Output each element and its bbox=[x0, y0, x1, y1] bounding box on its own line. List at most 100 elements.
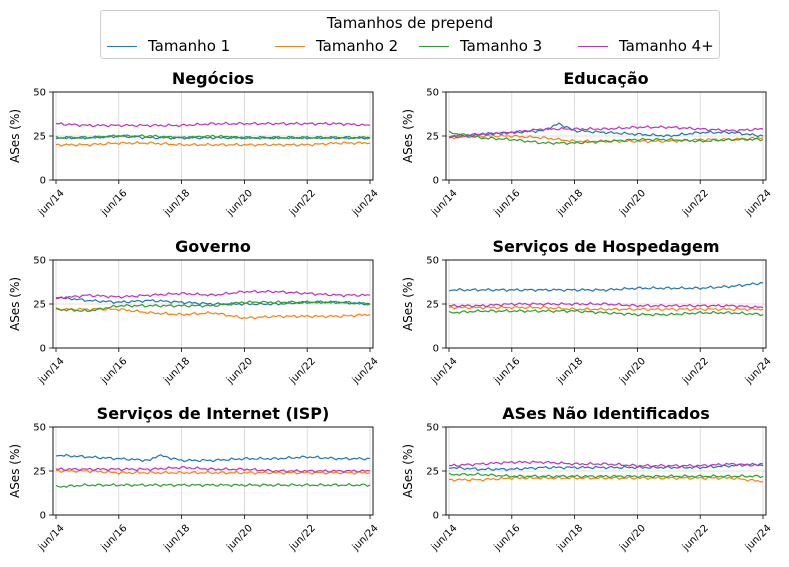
series-line-tamanho-1 bbox=[448, 282, 764, 292]
legend-label: Tamanho 4+ bbox=[619, 37, 714, 55]
series-line-tamanho-1 bbox=[55, 134, 371, 140]
y-tick-label: 0 bbox=[40, 511, 46, 522]
x-tick-label: jun/18 bbox=[161, 188, 192, 219]
panel-title: Serviços de Hospedagem bbox=[492, 237, 719, 256]
x-tick-label: jun/24 bbox=[743, 523, 774, 554]
series-line-tamanho-1 bbox=[448, 122, 764, 138]
x-tick-label: jun/20 bbox=[224, 523, 255, 554]
x-tick-label: jun/14 bbox=[36, 188, 67, 219]
panel-title: Governo bbox=[175, 237, 251, 256]
x-tick-label: jun/20 bbox=[617, 188, 648, 219]
series-line-tamanho-2 bbox=[448, 305, 764, 312]
series-line-tamanho-3 bbox=[55, 483, 371, 488]
x-tick-label: jun/20 bbox=[224, 188, 255, 219]
x-tick-label: jun/22 bbox=[680, 188, 711, 219]
series-line-tamanho-3 bbox=[448, 309, 764, 317]
series-line-tamanho-3 bbox=[448, 130, 764, 145]
legend-entry-tamanho-1: Tamanho 1 bbox=[107, 37, 230, 55]
x-tick-label: jun/20 bbox=[617, 356, 648, 387]
x-tick-label: jun/16 bbox=[492, 523, 523, 554]
panel-servi-os-de-hospedagem: Serviços de Hospedagem jun/14 jun/16 jun/18… bbox=[401, 237, 774, 387]
y-tick-label: 50 bbox=[426, 88, 439, 99]
y-tick-label: 25 bbox=[33, 467, 46, 478]
y-tick-label: 50 bbox=[426, 256, 439, 267]
series-line-tamanho-4 bbox=[448, 301, 764, 309]
legend-entry-tamanho-2: Tamanho 2 bbox=[275, 37, 398, 55]
series-line-tamanho-4 bbox=[55, 121, 371, 128]
x-tick-label: jun/18 bbox=[161, 356, 192, 387]
legend-swatch bbox=[419, 45, 449, 47]
y-tick-label: 0 bbox=[433, 176, 439, 187]
panel-title: Educação bbox=[563, 69, 648, 88]
x-tick-label: jun/18 bbox=[161, 523, 192, 554]
plot-frame bbox=[52, 259, 374, 349]
x-tick-label: jun/24 bbox=[350, 523, 381, 554]
x-tick-label: jun/24 bbox=[743, 356, 774, 387]
y-axis-label: ASes (%) bbox=[401, 444, 415, 498]
x-tick-label: jun/16 bbox=[99, 188, 130, 219]
series-line-tamanho-3 bbox=[55, 300, 371, 312]
x-tick-label: jun/22 bbox=[680, 523, 711, 554]
x-tick-label: jun/22 bbox=[287, 356, 318, 387]
x-tick-label: jun/16 bbox=[99, 523, 130, 554]
y-tick-label: 25 bbox=[33, 300, 46, 311]
y-axis-label: ASes (%) bbox=[8, 109, 22, 163]
y-tick-label: 0 bbox=[40, 176, 46, 187]
series-line-tamanho-1 bbox=[55, 453, 371, 463]
legend-swatch bbox=[578, 45, 608, 47]
x-tick-label: jun/18 bbox=[554, 523, 585, 554]
x-tick-label: jun/24 bbox=[350, 188, 381, 219]
x-tick-label: jun/22 bbox=[287, 523, 318, 554]
y-axis-label: ASes (%) bbox=[401, 277, 415, 331]
legend-entry-tamanho-3: Tamanho 3 bbox=[419, 37, 542, 55]
x-tick-label: jun/20 bbox=[617, 523, 648, 554]
legend: Tamanhos de prepend Tamanho 1 Tamanho 2 … bbox=[100, 10, 720, 59]
plot-frame bbox=[52, 426, 374, 516]
legend-label: Tamanho 1 bbox=[148, 37, 231, 55]
panel-educa-o: Educação jun/14 jun/16 jun/18 jun/20 jun/22 ju… bbox=[401, 69, 774, 219]
x-tick-label: jun/22 bbox=[287, 188, 318, 219]
x-tick-label: jun/16 bbox=[492, 188, 523, 219]
series-line-tamanho-2 bbox=[448, 476, 764, 483]
y-tick-label: 25 bbox=[426, 300, 439, 311]
x-tick-label: jun/24 bbox=[743, 188, 774, 219]
plot-frame bbox=[445, 426, 767, 516]
x-tick-label: jun/14 bbox=[429, 188, 460, 219]
legend-label: Tamanho 2 bbox=[316, 37, 399, 55]
y-tick-label: 25 bbox=[426, 467, 439, 478]
series-line-tamanho-3 bbox=[448, 472, 764, 479]
series-line-tamanho-4 bbox=[448, 125, 764, 139]
y-tick-label: 25 bbox=[426, 132, 439, 143]
x-tick-label: jun/16 bbox=[492, 356, 523, 387]
series-line-tamanho-2 bbox=[55, 141, 371, 147]
y-tick-label: 50 bbox=[33, 423, 46, 434]
y-tick-label: 0 bbox=[40, 344, 46, 355]
x-tick-label: jun/14 bbox=[429, 356, 460, 387]
panel-title: ASes Não Identificados bbox=[502, 404, 710, 423]
x-tick-label: jun/14 bbox=[36, 356, 67, 387]
series-line-tamanho-4 bbox=[448, 460, 764, 468]
y-tick-label: 0 bbox=[433, 344, 439, 355]
legend-title: Tamanhos de prepend bbox=[326, 14, 494, 32]
panel-neg-cios: Negócios jun/14 jun/16 jun/18 jun/20 jun/22 ju… bbox=[8, 69, 381, 219]
plot-frame bbox=[445, 259, 767, 349]
plot-frame bbox=[52, 91, 374, 181]
y-tick-label: 50 bbox=[426, 423, 439, 434]
x-tick-label: jun/18 bbox=[554, 356, 585, 387]
x-tick-label: jun/14 bbox=[429, 523, 460, 554]
y-tick-label: 50 bbox=[33, 256, 46, 267]
legend-swatch bbox=[275, 45, 305, 47]
y-axis-label: ASes (%) bbox=[8, 277, 22, 331]
panel-servi-os-de-internet-isp: Serviços de Internet (ISP) jun/14 jun/16 ju… bbox=[8, 404, 381, 554]
plot-frame bbox=[445, 91, 767, 181]
x-tick-label: jun/22 bbox=[680, 356, 711, 387]
x-tick-label: jun/24 bbox=[350, 356, 381, 387]
panel-governo: Governo jun/14 jun/16 jun/18 jun/20 jun/22 jun… bbox=[8, 237, 381, 387]
panel-ases-n-o-identificados: ASes Não Identificados jun/14 jun/16 jun/18… bbox=[401, 404, 774, 554]
panel-title: Serviços de Internet (ISP) bbox=[97, 404, 330, 423]
y-tick-label: 50 bbox=[33, 88, 46, 99]
panel-title: Negócios bbox=[172, 69, 254, 88]
legend-label: Tamanho 3 bbox=[460, 37, 543, 55]
series-line-tamanho-3 bbox=[55, 134, 371, 140]
series-line-tamanho-4 bbox=[56, 289, 371, 300]
